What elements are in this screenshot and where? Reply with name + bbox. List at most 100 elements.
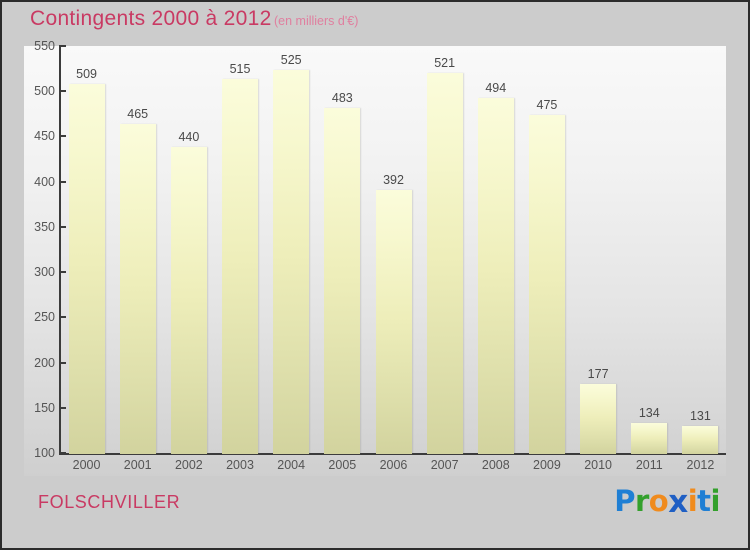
bar-group[interactable]: 131 [682, 46, 719, 454]
x-axis-tick-label: 2001 [123, 458, 152, 472]
bar-group[interactable]: 525 [273, 46, 310, 454]
y-axis-tick-label: 100 [34, 446, 55, 460]
bar[interactable] [426, 73, 463, 454]
x-axis-label-slot: 2010 [573, 458, 624, 476]
proxiti-logo[interactable]: Proxiti [614, 483, 721, 520]
y-axis-tick [59, 316, 66, 319]
bar-value-label: 465 [127, 106, 149, 121]
y-axis-tick-label: 450 [34, 129, 55, 144]
y-axis-tick [59, 225, 66, 228]
x-axis-label-slot: 2003 [214, 458, 265, 476]
x-axis-label-slot: 2006 [368, 458, 419, 476]
bar[interactable] [631, 423, 668, 454]
x-axis-tick-label: 2011 [635, 458, 663, 472]
y-axis-line [59, 46, 61, 455]
y-axis-tick [59, 90, 66, 93]
y-axis-tick [59, 406, 66, 409]
x-axis-labels: 2000 2001 2002 2003 2004 2005 2006 2007 2008 2009… [61, 458, 726, 478]
bar-value-label: 131 [689, 408, 711, 423]
x-axis-tick-label: 2004 [277, 458, 306, 472]
x-axis-label-slot: 2004 [266, 458, 317, 476]
bar[interactable] [222, 78, 259, 454]
bar-group[interactable]: 494 [477, 46, 514, 454]
x-axis-label-slot: 2012 [675, 458, 726, 476]
y-axis-tick [59, 135, 66, 138]
bar[interactable] [324, 107, 361, 454]
bar[interactable] [273, 69, 310, 454]
bar-group[interactable]: 465 [119, 46, 156, 454]
y-axis-tick-label: 250 [34, 310, 55, 325]
x-axis-label-slot: 2000 [61, 458, 112, 476]
bar-value-label: 515 [229, 61, 251, 76]
x-axis-label-slot: 2001 [112, 458, 163, 476]
bar-group[interactable]: 515 [222, 46, 259, 454]
x-axis-tick-label: 2010 [584, 458, 612, 472]
bar[interactable] [375, 189, 412, 454]
bar[interactable] [528, 114, 565, 454]
x-axis-tick-label: 2005 [328, 458, 357, 472]
y-axis-tick-label: 350 [34, 219, 55, 234]
logo-letter: i [710, 484, 721, 518]
y-axis-tick [59, 271, 66, 274]
bar-value-label: 392 [383, 172, 404, 187]
y-axis-tick-label: 400 [34, 174, 55, 189]
bar[interactable] [477, 97, 514, 454]
y-axis-tick-label: 300 [34, 265, 55, 280]
bar-group[interactable]: 392 [375, 46, 412, 454]
x-axis-tick-label: 2003 [226, 458, 254, 472]
x-axis-line [59, 453, 726, 455]
x-axis-label-slot: 2011 [624, 458, 675, 476]
bar-value-label: 177 [587, 367, 609, 382]
bar-value-label: 475 [536, 97, 558, 112]
chart-footer: FOLSCHVILLER Proxiti [2, 478, 748, 548]
logo-letter: x [668, 484, 688, 520]
x-axis-tick-label: 2009 [533, 458, 561, 472]
bar[interactable] [682, 425, 719, 454]
x-axis-label-slot: 2002 [163, 458, 214, 476]
y-axis-tick-label: 500 [34, 84, 55, 99]
logo-letter: t [697, 484, 711, 518]
bar-value-label: 509 [76, 67, 97, 82]
bar[interactable] [170, 146, 207, 454]
bar[interactable] [580, 384, 617, 454]
bar-group[interactable]: 521 [426, 46, 463, 454]
bar-group[interactable]: 177 [580, 46, 617, 454]
x-axis-tick-label: 2006 [379, 458, 408, 472]
y-axis-tick [59, 361, 66, 364]
bar-value-label: 134 [638, 406, 660, 421]
x-axis-label-slot: 2008 [470, 458, 521, 476]
bar-group[interactable]: 475 [528, 46, 565, 454]
y-axis-tick-label: 200 [34, 355, 55, 370]
bar-value-label: 494 [485, 80, 507, 95]
logo-letter: r [634, 484, 649, 518]
chart-subtitle: (en milliers d'€) [274, 14, 359, 28]
bars-layer: 509 465 440 515 525 483 392 521 494 475 177 134 131 [61, 46, 726, 454]
bar-group[interactable]: 440 [170, 46, 207, 454]
logo-letter: P [614, 484, 635, 518]
x-axis-label-slot: 2005 [317, 458, 368, 476]
bar-value-label: 521 [434, 56, 456, 71]
y-axis-tick [59, 180, 66, 183]
bar[interactable] [68, 84, 105, 454]
bar[interactable] [119, 123, 156, 454]
y-axis-tick [59, 452, 66, 454]
y-axis-tick-label: 550 [34, 39, 55, 53]
x-axis-tick-label: 2012 [686, 458, 715, 472]
bar-group[interactable]: 483 [324, 46, 361, 454]
x-axis-label-slot: 2009 [521, 458, 572, 476]
logo-letter: o [648, 484, 669, 518]
page-title: Contingents 2000 à 2012 [30, 7, 272, 30]
bar-value-label: 525 [280, 52, 302, 67]
commune-name: FOLSCHVILLER [38, 492, 181, 512]
bar-group[interactable]: 509 [68, 46, 105, 454]
y-axis-tick-label: 150 [34, 400, 55, 415]
x-axis-tick-label: 2002 [174, 458, 203, 472]
plot-area: 100 150 200 250 300 350 400 450 500 550 509 465 440… [24, 39, 726, 478]
x-axis-label-slot: 2007 [419, 458, 470, 476]
logo-letter: i [687, 484, 698, 518]
x-axis-tick-label: 2008 [481, 458, 510, 472]
bar-value-label: 483 [331, 90, 353, 105]
bar-value-label: 440 [178, 129, 200, 144]
bar-group[interactable]: 134 [631, 46, 668, 454]
